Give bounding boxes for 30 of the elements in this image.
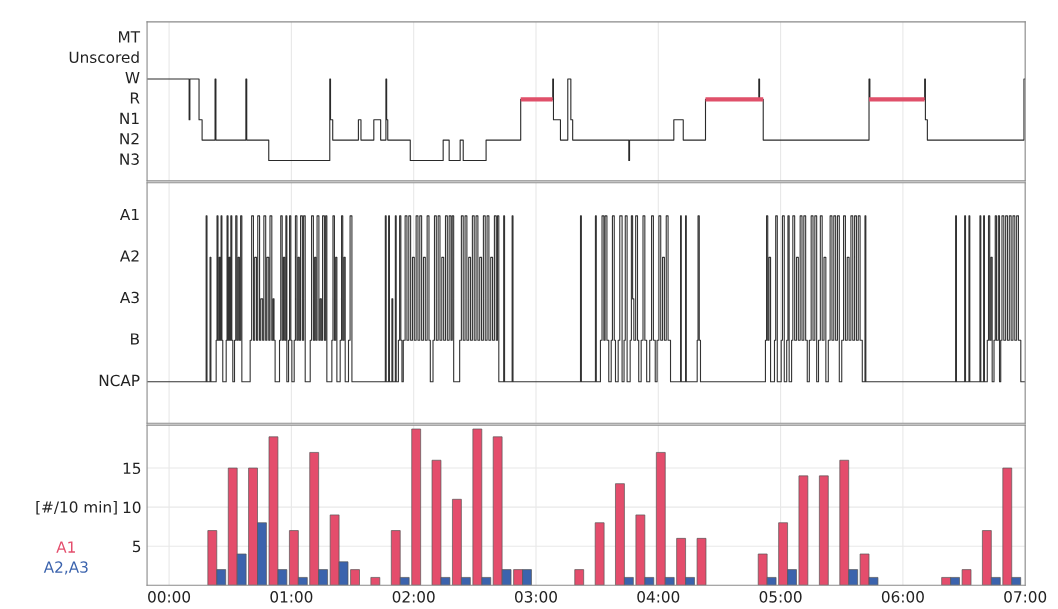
bar — [819, 475, 829, 586]
category-label: B — [131, 333, 139, 345]
category-label: N3 — [120, 153, 139, 165]
x-tick-label: 06:00 — [881, 591, 924, 603]
y-tick-label: 10 — [123, 501, 141, 514]
y-tick-label: 15 — [123, 462, 141, 475]
category-label: R — [130, 92, 140, 104]
category-label: A2 — [119, 250, 139, 262]
category-label: W — [125, 72, 140, 84]
x-tick-label: 03:00 — [514, 591, 557, 603]
bar — [594, 522, 605, 586]
x-tick-label: 01:00 — [270, 591, 313, 603]
category-label: MT — [119, 31, 141, 43]
bar — [370, 577, 381, 586]
category-label: A1 — [119, 208, 139, 221]
text: A2,A3 — [43, 561, 88, 575]
x-tick-label: 04:00 — [637, 591, 680, 603]
text: A1 — [56, 541, 75, 553]
category-label: N2 — [120, 132, 139, 145]
x-tick-label: 05:00 — [759, 591, 802, 603]
y-axis-title: [#/10 min] — [36, 500, 117, 515]
y-tick-label: 5 — [132, 540, 141, 553]
bar — [574, 569, 585, 586]
x-tick-label: 07:00 — [1004, 591, 1047, 603]
x-tick-label: 02:00 — [392, 591, 435, 603]
category-label: Unscored — [69, 51, 139, 64]
category-label: N1 — [120, 112, 139, 124]
category-label: A3 — [119, 291, 139, 304]
x-tick-label: 00:00 — [148, 591, 191, 603]
category-label: NCAP — [99, 374, 140, 387]
